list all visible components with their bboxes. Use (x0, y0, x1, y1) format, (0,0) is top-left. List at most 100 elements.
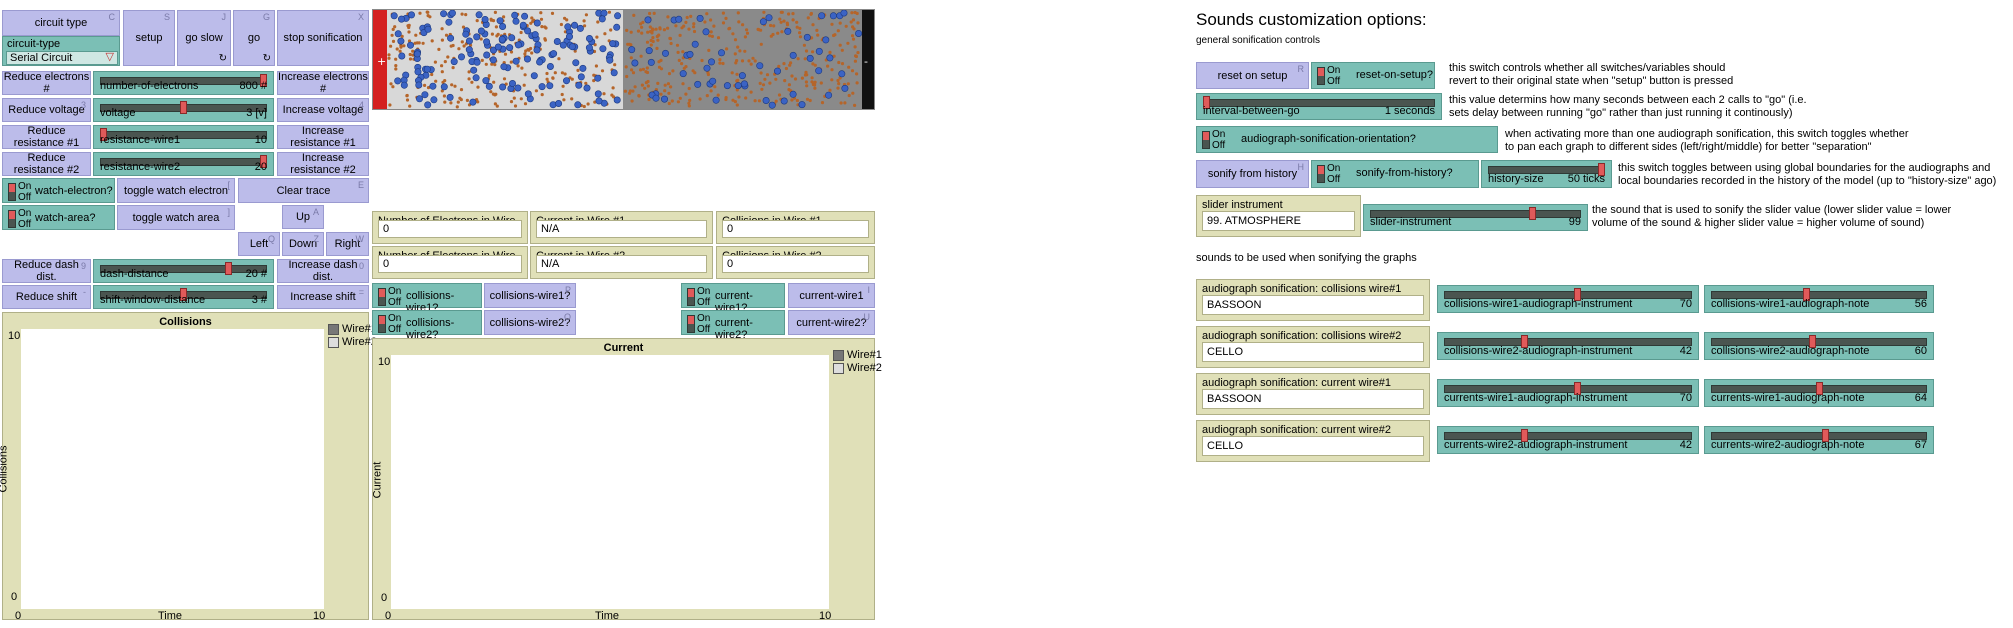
chooser-value[interactable]: BASSOON (1202, 389, 1424, 409)
toggle-knob[interactable] (1202, 131, 1210, 149)
slider-thumb[interactable] (180, 288, 187, 301)
audiograph-instrument-slider[interactable]: collisions-wire2-audiograph-instrument 4… (1437, 332, 1699, 360)
slider-thumb[interactable] (1521, 335, 1529, 348)
slider-track[interactable] (100, 265, 267, 273)
slider-thumb[interactable] (260, 74, 267, 87)
resistance-wire2-slider[interactable]: resistance-wire2 20 (93, 152, 274, 176)
slider-thumb[interactable] (180, 101, 187, 114)
collisions-wire2-button[interactable]: collisions-wire2? O (484, 310, 576, 335)
current-wire2-switch[interactable]: On Off current-wire2? (681, 310, 785, 341)
audiograph-orientation-switch[interactable]: On Off audiograph-sonification-orientati… (1196, 126, 1498, 153)
toggle-knob[interactable] (378, 288, 386, 306)
audiograph-note-slider[interactable]: currents-wire1-audiograph-note 64 (1704, 379, 1934, 407)
clear-trace-button[interactable]: Clear trace E (238, 178, 369, 203)
increase-voltage-button[interactable]: Increase voltage 4 (277, 98, 369, 122)
toggle-knob[interactable] (687, 315, 695, 333)
current-wire1-switch[interactable]: On Off current-wire1? (681, 283, 785, 314)
audiograph-instrument-slider[interactable]: currents-wire2-audiograph-instrument 42 (1437, 426, 1699, 454)
slider-track[interactable] (1444, 338, 1692, 346)
slider-thumb[interactable] (1203, 96, 1210, 109)
chooser-value[interactable]: BASSOON (1202, 295, 1424, 315)
reset-on-setup-button[interactable]: reset on setup R (1196, 62, 1309, 89)
audiograph-chooser[interactable]: audiograph sonification: collisions wire… (1196, 326, 1430, 368)
watch-electron-switch[interactable]: On Off watch-electron? (2, 178, 115, 203)
slider-track[interactable] (1711, 291, 1927, 299)
slider-thumb[interactable] (1574, 288, 1582, 301)
up-button[interactable]: Up A (282, 205, 324, 229)
setup-button[interactable]: setup S (123, 10, 175, 66)
audiograph-chooser[interactable]: audiograph sonification: current wire#2 … (1196, 420, 1430, 462)
slider-thumb[interactable] (260, 155, 267, 168)
toggle-watch-electron-button[interactable]: toggle watch electron [ (117, 178, 235, 203)
shift-window-distance-slider[interactable]: shift-window-distance 3 # (93, 285, 274, 309)
sonify-from-history-switch[interactable]: On Off sonify-from-history? (1311, 160, 1479, 188)
slider-track[interactable] (1444, 432, 1692, 440)
chooser-value[interactable]: CELLO (1202, 436, 1424, 456)
slider-thumb[interactable] (1529, 207, 1537, 220)
stop-sonification-button[interactable]: stop sonification X (277, 10, 369, 66)
slider-thumb[interactable] (100, 128, 107, 141)
audiograph-chooser[interactable]: audiograph sonification: current wire#1 … (1196, 373, 1430, 415)
collisions-wire1-button[interactable]: collisions-wire1? P (484, 283, 576, 308)
audiograph-note-slider[interactable]: collisions-wire1-audiograph-note 56 (1704, 285, 1934, 313)
voltage-slider[interactable]: voltage 3 [v] (93, 98, 274, 122)
slider-thumb[interactable] (1802, 288, 1810, 301)
increase-dash-button[interactable]: Increase dash dist. 0 (277, 259, 369, 283)
chooser-value[interactable]: CELLO (1202, 342, 1424, 362)
number-of-electrons-slider[interactable]: number-of-electrons 800 # (93, 71, 274, 95)
sonify-from-history-button[interactable]: sonify from history H (1196, 160, 1309, 188)
increase-shift-button[interactable]: Increase shift = (277, 285, 369, 309)
slider-track[interactable] (1444, 291, 1692, 299)
increase-electrons-button[interactable]: Increase electrons # (277, 71, 369, 95)
slider-track[interactable] (1370, 210, 1581, 218)
slider-track[interactable] (1711, 338, 1927, 346)
slider-instrument-chooser[interactable]: slider instrument 99. ATMOSPHERE (1196, 195, 1361, 237)
reduce-dash-button[interactable]: Reduce dash dist. 9 (2, 259, 91, 283)
down-button[interactable]: Down Z (282, 232, 324, 256)
reduce-electrons-button[interactable]: Reduce electrons # (2, 71, 91, 95)
slider-track[interactable] (1444, 385, 1692, 393)
slider-track[interactable] (1711, 432, 1927, 440)
toggle-knob[interactable] (1317, 165, 1325, 183)
slider-thumb[interactable] (224, 262, 232, 275)
toggle-knob[interactable] (8, 210, 16, 228)
reduce-voltage-button[interactable]: Reduce voltage 3 (2, 98, 91, 122)
increase-resistance-1-button[interactable]: Increase resistance #1 (277, 125, 369, 149)
audiograph-instrument-slider[interactable]: collisions-wire1-audiograph-instrument 7… (1437, 285, 1699, 313)
chooser-value-box[interactable]: Serial Circuit ▽ (6, 51, 118, 65)
current-wire1-button[interactable]: current-wire1 I (788, 283, 875, 308)
circuit-type-button[interactable]: circuit type C (2, 10, 120, 36)
toggle-knob[interactable] (8, 183, 16, 201)
history-size-slider[interactable]: history-size 50 ticks (1481, 160, 1612, 188)
audiograph-chooser[interactable]: audiograph sonification: collisions wire… (1196, 279, 1430, 321)
slider-instrument-slider[interactable]: slider-instrument 99 (1363, 204, 1588, 231)
slider-thumb[interactable] (1521, 429, 1529, 442)
increase-resistance-2-button[interactable]: Increase resistance #2 (277, 152, 369, 176)
reduce-resistance-1-button[interactable]: Reduce resistance #1 (2, 125, 91, 149)
go-button[interactable]: go G ↻ (233, 10, 275, 66)
circuit-type-chooser[interactable]: circuit-type Serial Circuit ▽ (2, 36, 120, 66)
left-button[interactable]: Left Q (238, 232, 280, 256)
current-wire2-button[interactable]: current-wire2? U (788, 310, 875, 335)
slider-thumb[interactable] (1815, 382, 1823, 395)
reduce-shift-button[interactable]: Reduce shift - (2, 285, 91, 309)
toggle-knob[interactable] (378, 315, 386, 333)
interval-between-go-slider[interactable]: interval-between-go 1 seconds (1196, 93, 1442, 120)
toggle-knob[interactable] (1317, 67, 1325, 85)
slider-thumb[interactable] (1809, 335, 1817, 348)
audiograph-note-slider[interactable]: collisions-wire2-audiograph-note 60 (1704, 332, 1934, 360)
go-slow-button[interactable]: go slow J ↻ (177, 10, 231, 66)
audiograph-instrument-slider[interactable]: currents-wire1-audiograph-instrument 70 (1437, 379, 1699, 407)
slider-thumb[interactable] (1821, 429, 1829, 442)
slider-thumb[interactable] (1598, 163, 1605, 176)
chooser-value[interactable]: 99. ATMOSPHERE (1202, 211, 1355, 231)
toggle-watch-area-button[interactable]: toggle watch area ] (117, 205, 235, 230)
watch-area-switch[interactable]: On Off watch-area? (2, 205, 115, 230)
reset-on-setup-switch[interactable]: On Off reset-on-setup? (1311, 62, 1435, 89)
dash-distance-slider[interactable]: dash-distance 20 # (93, 259, 274, 283)
collisions-wire2-switch[interactable]: On Off collisions-wire2? (372, 310, 482, 341)
resistance-wire1-slider[interactable]: resistance-wire1 10 (93, 125, 274, 149)
collisions-wire1-switch[interactable]: On Off collisions-wire1? (372, 283, 482, 314)
reduce-resistance-2-button[interactable]: Reduce resistance #2 (2, 152, 91, 176)
right-button[interactable]: Right W (326, 232, 369, 256)
